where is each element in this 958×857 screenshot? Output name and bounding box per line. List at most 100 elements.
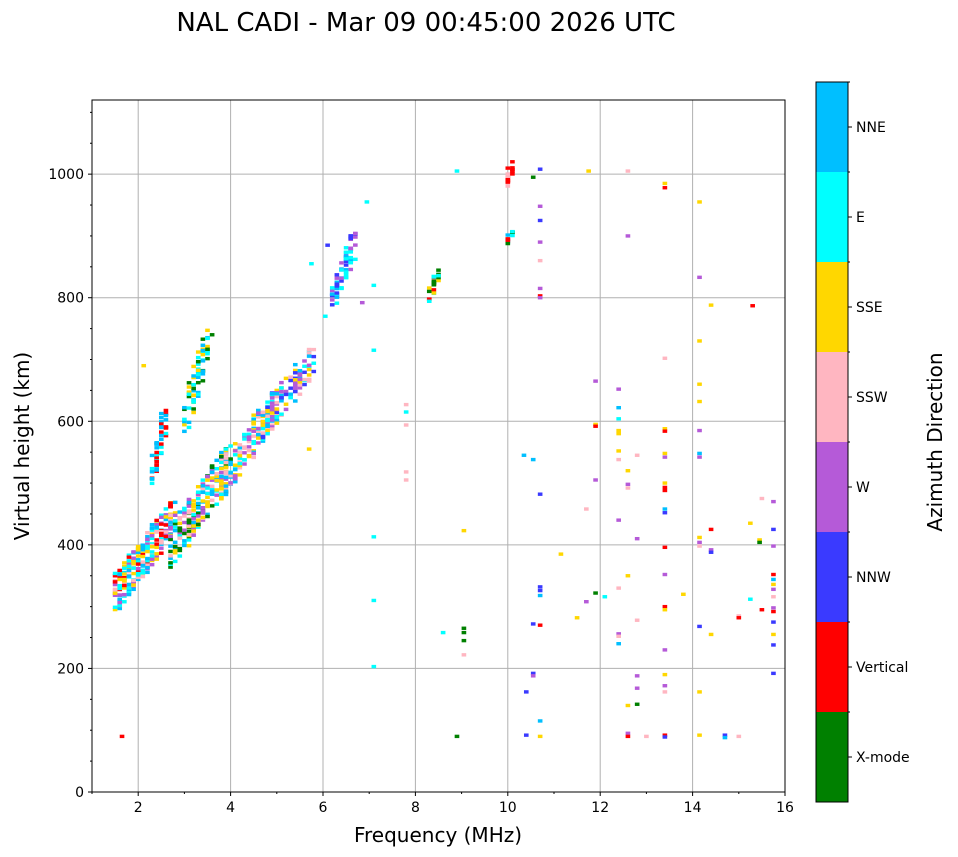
- echo-point: [182, 543, 187, 548]
- echo-point: [436, 274, 441, 278]
- echo-point: [759, 608, 765, 612]
- echo-point: [274, 418, 280, 423]
- echo-point: [154, 528, 159, 532]
- echo-point: [251, 418, 257, 422]
- echo-point: [219, 466, 224, 471]
- echo-point: [306, 379, 312, 383]
- echo-point: [431, 291, 437, 295]
- echo-point: [172, 551, 178, 555]
- echo-point: [323, 314, 328, 318]
- echo-point: [158, 425, 164, 430]
- echo-point: [200, 486, 206, 491]
- echo-point: [223, 471, 229, 476]
- echo-point: [426, 289, 432, 294]
- echo-point: [269, 423, 275, 427]
- echo-point: [634, 686, 640, 690]
- echo-point: [279, 393, 284, 398]
- echo-point: [119, 734, 125, 739]
- echo-point: [537, 204, 543, 208]
- echo-point: [339, 286, 344, 291]
- echo-point: [182, 511, 187, 515]
- echo-point: [697, 535, 702, 540]
- echo-point: [232, 480, 238, 484]
- echo-point: [625, 234, 631, 238]
- echo-point: [140, 560, 146, 564]
- echo-point: [634, 674, 640, 678]
- echo-point: [140, 554, 146, 559]
- echo-point: [117, 606, 123, 611]
- echo-point: [440, 630, 446, 635]
- echo-point: [625, 574, 631, 578]
- echo-point: [214, 466, 220, 471]
- echo-point: [251, 441, 257, 446]
- echo-point: [191, 400, 196, 404]
- echo-point: [228, 457, 233, 461]
- echo-point: [353, 257, 358, 262]
- echo-point: [454, 169, 460, 173]
- echo-point: [359, 300, 365, 305]
- echo-point: [112, 587, 118, 592]
- echo-point: [530, 457, 536, 462]
- echo-point: [708, 548, 714, 552]
- echo-point: [195, 506, 201, 510]
- y-tick-label: 400: [57, 538, 84, 554]
- colorbar-title: Azimuth Direction: [923, 352, 947, 531]
- echo-point: [353, 235, 358, 239]
- echo-point: [297, 392, 303, 396]
- echo-point: [163, 418, 169, 422]
- echo-point: [616, 457, 621, 462]
- colorbar-label: NNW: [856, 570, 891, 586]
- echo-point: [625, 734, 631, 739]
- echo-point: [168, 515, 173, 519]
- echo-point: [122, 572, 127, 576]
- echo-point: [158, 522, 164, 526]
- echo-point: [195, 514, 201, 518]
- echo-point: [163, 507, 169, 511]
- echo-point: [283, 407, 289, 412]
- data-points: [112, 160, 776, 740]
- echo-point: [191, 504, 196, 509]
- echo-point: [140, 545, 146, 549]
- echo-point: [131, 578, 136, 583]
- echo-point: [126, 559, 132, 563]
- echo-point: [348, 247, 354, 251]
- echo-point: [191, 517, 196, 521]
- echo-point: [558, 552, 564, 556]
- echo-point: [662, 488, 668, 493]
- echo-point: [186, 524, 192, 528]
- echo-point: [771, 544, 776, 548]
- echo-point: [200, 359, 206, 363]
- x-tick-label: 14: [684, 800, 702, 816]
- echo-point: [625, 731, 631, 736]
- echo-point: [371, 598, 377, 603]
- echo-point: [269, 405, 275, 409]
- echo-point: [135, 577, 141, 582]
- echo-point: [662, 572, 668, 577]
- colorbar-swatch: [816, 82, 848, 172]
- echo-point: [126, 553, 132, 557]
- echo-point: [297, 380, 303, 384]
- echo-point: [205, 484, 210, 489]
- echo-point: [431, 283, 437, 287]
- echo-point: [195, 493, 201, 498]
- plot-area: 2 4 6 8 10 12 14 16 0 200 400 600 800 1000: [48, 99, 794, 816]
- echo-point: [602, 595, 608, 599]
- echo-point: [219, 460, 224, 465]
- echo-point: [662, 356, 668, 360]
- echo-point: [209, 489, 215, 494]
- echo-point: [200, 484, 206, 488]
- echo-point: [260, 423, 266, 427]
- echo-point: [163, 408, 169, 413]
- echo-point: [371, 348, 377, 352]
- echo-point: [200, 337, 206, 341]
- echo-point: [168, 544, 173, 548]
- echo-point: [403, 478, 409, 482]
- echo-point: [625, 703, 631, 708]
- echo-point: [112, 574, 118, 578]
- echo-point: [209, 498, 215, 502]
- echo-point: [177, 536, 183, 540]
- echo-point: [662, 648, 668, 652]
- echo-point: [242, 446, 247, 450]
- echo-point: [279, 412, 284, 416]
- colorbar-swatch: [816, 622, 848, 712]
